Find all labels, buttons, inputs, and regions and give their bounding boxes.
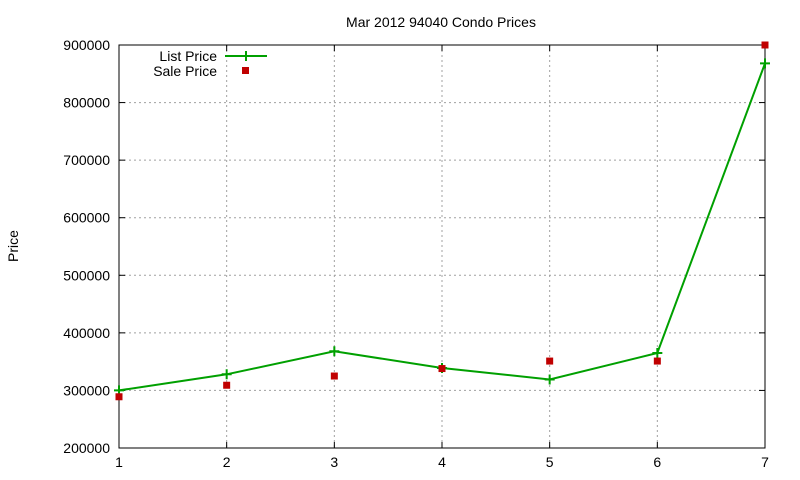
legend-marker-list-price bbox=[241, 51, 251, 61]
series-layer bbox=[114, 41, 770, 401]
grid-lines bbox=[119, 45, 765, 448]
x-tick-label: 7 bbox=[761, 454, 769, 470]
x-tick-label: 5 bbox=[546, 454, 554, 470]
x-tick-label: 1 bbox=[115, 454, 123, 470]
legend-label-list-price: List Price bbox=[159, 48, 217, 64]
y-tick-label: 800000 bbox=[63, 95, 110, 111]
data-point-list-price bbox=[652, 348, 663, 359]
y-tick-label: 700000 bbox=[63, 152, 110, 168]
data-point-sale-price bbox=[223, 381, 231, 389]
y-tick-label: 300000 bbox=[63, 382, 110, 398]
data-point-sale-price bbox=[330, 372, 338, 380]
data-point-sale-price bbox=[438, 365, 446, 373]
x-tick-label: 3 bbox=[330, 454, 338, 470]
data-point-sale-price bbox=[653, 357, 661, 365]
data-point-list-price bbox=[221, 369, 232, 380]
y-axis: 200000 300000 400000 500000 600000 700000 8000… bbox=[63, 37, 765, 456]
x-tick-label: 4 bbox=[438, 454, 446, 470]
y-tick-label: 500000 bbox=[63, 267, 110, 283]
data-point-sale-price bbox=[761, 41, 769, 49]
x-tick-label: 6 bbox=[653, 454, 661, 470]
data-point-sale-price bbox=[546, 357, 554, 365]
legend-marker-sale-price bbox=[242, 67, 249, 74]
x-axis: 1 2 3 4 5 6 7 bbox=[115, 45, 769, 470]
chart-title: Mar 2012 94040 Condo Prices bbox=[346, 14, 536, 30]
legend-label-sale-price: Sale Price bbox=[153, 63, 217, 79]
data-point-sale-price bbox=[115, 393, 123, 401]
data-point-list-price bbox=[329, 346, 340, 357]
legend: List Price Sale Price bbox=[153, 48, 267, 79]
y-tick-label: 400000 bbox=[63, 325, 110, 341]
y-axis-label: Price bbox=[5, 230, 21, 262]
y-tick-label: 200000 bbox=[63, 440, 110, 456]
y-tick-label: 900000 bbox=[63, 37, 110, 53]
y-tick-label: 600000 bbox=[63, 210, 110, 226]
data-point-list-price bbox=[544, 374, 555, 385]
x-tick-label: 2 bbox=[223, 454, 231, 470]
data-point-list-price bbox=[760, 58, 770, 69]
